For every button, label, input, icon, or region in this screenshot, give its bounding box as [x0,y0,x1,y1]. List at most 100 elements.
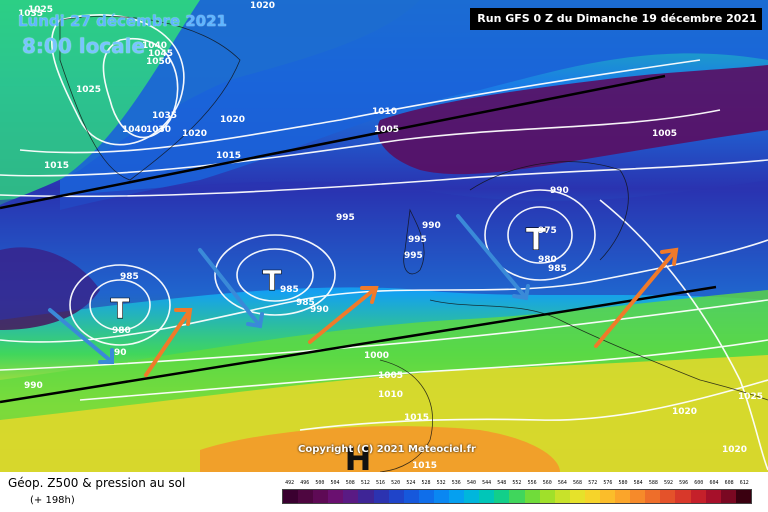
trough-purple [377,65,768,175]
isobar-label: 1020 [250,1,275,11]
colorbar-tick-label: 492 [285,480,295,486]
isobar-label: 985 [280,285,299,295]
isobar-label: 1005 [652,129,677,139]
colorbar [282,489,752,504]
isobar-label: 1010 [372,107,397,117]
colorbar-tick-label: 572 [588,480,598,486]
legend-title: Géop. Z500 & pression au sol [8,476,186,490]
forecast-time: 8:00 locale [22,34,146,58]
isobar-label: 1020 [672,407,697,417]
isobar-label: 975 [538,226,557,236]
cold-front-north [0,74,666,210]
colorbar-cell [433,490,450,503]
blue-band [0,180,768,320]
isobar-label: 985 [120,272,139,282]
north-blue-zone [60,0,768,210]
colorbar-tick-label: 576 [603,480,613,486]
colorbar-cell [645,490,661,503]
colorbar-tick-label: 568 [573,480,583,486]
isobars [0,14,768,471]
colorbar-cell [464,490,480,503]
colorbar-tick-label: 604 [709,480,719,486]
colorbar-cell [584,490,600,503]
colorbar-tick-label: 608 [724,480,734,486]
isobar-label: 990 [550,186,569,196]
legend-panel: Géop. Z500 & pression au sol (+ 198h) 49… [0,472,768,512]
isobar-label: 1025 [76,85,101,95]
low-center-west: T [110,292,130,326]
isobar-label: 980 [112,326,131,336]
colorbar-cell [343,490,359,503]
isobar-label: 990 [422,221,441,231]
cold-front-south [0,285,717,404]
colorbar-cell [554,490,570,503]
colorbar-tick-label: 592 [663,480,673,486]
isobar-label: 1035 [18,9,43,19]
run-info-text: Run GFS 0 Z du Dimanche 19 décembre 2021 [477,12,757,25]
isobar-label: 1040 [142,41,167,51]
low-center-east: T [525,223,547,259]
colorbar-cell [690,490,706,503]
colorbar-cell [524,490,540,503]
isobar-label: 1005 [374,125,399,135]
iberia-orange [200,426,560,472]
colorbar-tick-label: 504 [330,480,340,486]
colorbar-cell [479,490,495,503]
isobar-label: 995 [404,251,423,261]
isobar-label: 1015 [44,161,69,171]
colorbar-tick-label: 532 [436,480,446,486]
isobar-label: 980 [538,255,557,265]
colorbar-cell [358,490,374,503]
isobar-label: 1025 [28,5,53,15]
low-center-mid: T [262,264,282,298]
isobar-label: 1015 [412,461,437,471]
low-symbol: T [526,223,547,258]
run-info-box [470,8,762,30]
colorbar-cell [735,490,751,503]
isobar-label: 1005 [378,371,403,381]
isobar-label: 995 [408,235,427,245]
isobar-label: 1015 [216,151,241,161]
geopotential-map: T T T H 10351020104010451050102510351040… [0,0,768,472]
colorbar-tick-label: 520 [391,480,401,486]
colorbar-tick-label: 524 [406,480,416,486]
isobar-label: 1040 [122,125,147,135]
isobar-label: 985 [548,264,567,274]
colorbar-tick-label: 600 [694,480,704,486]
colorbar-tick-label: 544 [482,480,492,486]
colorbar-cell [449,490,465,503]
colorbar-cell [403,490,419,503]
colorbar-cell [630,490,646,503]
isobar-label: 1035 [152,111,177,121]
colorbar-cell [599,490,616,503]
isobar-label: 990 [24,381,43,391]
flow-arrows [48,214,679,377]
colorbar-cell [660,490,676,503]
colorbar-cell [615,490,631,503]
isobar-label: 1020 [220,115,245,125]
colorbar-tick-label: 584 [633,480,643,486]
colorbar-tick-label: 500 [315,480,325,486]
isobar-label: 1020 [722,445,747,455]
colorbar-cell [509,490,525,503]
colorbar-cell [705,490,721,503]
colorbar-cell [313,490,329,503]
colorbar-cell [283,490,299,503]
colorbar-tick-label: 508 [345,480,355,486]
legend-subtitle: (+ 198h) [30,495,75,506]
colorbar-cell [494,490,510,503]
high-symbol: H [345,440,372,472]
colorbar-cell [373,490,389,503]
colorbar-tick-label: 548 [497,480,507,486]
coastlines [59,16,768,472]
high-center: H [345,440,372,472]
isobar-label: 1000 [364,351,389,361]
isobar-label: 1050 [146,57,171,67]
colorbar-cell [418,490,434,503]
isobar-label: 1010 [378,390,403,400]
isobar-label: 1025 [738,392,763,402]
colorbar-tick-label: 556 [527,480,537,486]
colorbar-tick-label: 560 [542,480,552,486]
